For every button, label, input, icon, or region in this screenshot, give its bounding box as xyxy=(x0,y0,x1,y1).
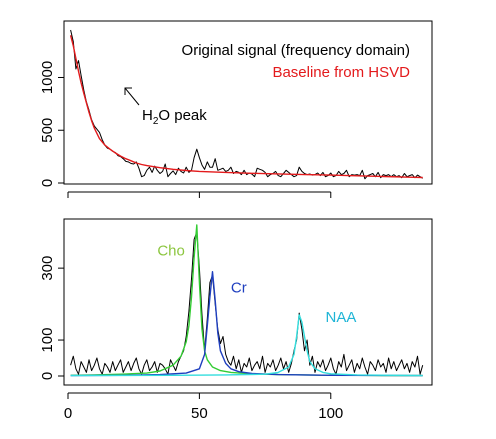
top-annotations: Original signal (frequency domain) Basel… xyxy=(124,42,410,127)
legend-entry-original: Original signal (frequency domain) xyxy=(182,42,410,59)
y-tick-label-1000: 1000 xyxy=(39,61,56,94)
peak-label-cho: Cho xyxy=(157,243,185,260)
h2o-peak-label: H2O peak xyxy=(142,107,207,127)
peak-label-cr: Cr xyxy=(231,280,247,297)
bottom-axes: 0 100 300 0 50 100 xyxy=(39,256,343,422)
legend-entry-baseline: Baseline from HSVD xyxy=(272,64,410,81)
h2o-label-prefix: H xyxy=(142,107,153,124)
y-tick-label-500: 500 xyxy=(39,118,56,143)
series-line-naa xyxy=(70,314,423,377)
top-series xyxy=(69,29,423,180)
series-line-cho xyxy=(70,224,423,377)
top-axes: 0 500 1000 xyxy=(39,61,332,198)
bottom-plot-frame xyxy=(63,218,433,386)
peak-label-naa: NAA xyxy=(326,309,357,326)
h2o-label-subscript: 2 xyxy=(153,116,159,127)
y-tick-label-100: 100 xyxy=(39,328,56,353)
h2o-label-suffix: O peak xyxy=(158,107,207,124)
bottom-panel: 0 100 300 0 50 100 Cho Cr NAA xyxy=(39,218,433,422)
y-tick-label-300: 300 xyxy=(39,256,56,281)
series-line-cr xyxy=(70,271,423,377)
series-line-original-signal xyxy=(70,231,424,375)
y-tick-label-0: 0 xyxy=(39,179,56,187)
y-tick-label-0: 0 xyxy=(39,372,56,380)
peak-labels: Cho Cr NAA xyxy=(157,243,356,327)
x-tick-label-100: 100 xyxy=(318,405,343,422)
series-line-baseline-from-hsvd xyxy=(69,35,423,179)
x-tick-label-50: 50 xyxy=(191,405,208,422)
top-panel: 0 500 1000 Original signal (frequency doma… xyxy=(39,20,433,198)
bottom-series xyxy=(70,224,424,377)
x-tick-label-0: 0 xyxy=(64,405,72,422)
h2o-peak-arrow xyxy=(124,87,140,106)
